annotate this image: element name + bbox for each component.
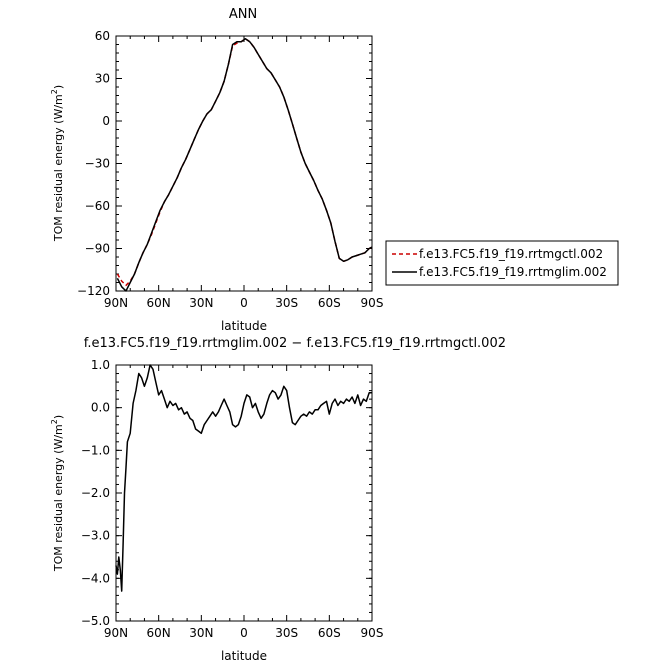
bottom-panel: f.e13.FC5.f19_f19.rrtmglim.002 − f.e13.F…: [50, 336, 506, 663]
bottom-y-axis-label: TOM residual energy (W/m2): [50, 415, 65, 572]
legend: f.e13.FC5.f19_f19.rrtmgctl.002 f.e13.FC5…: [385, 240, 619, 286]
legend-label-ctl: f.e13.FC5.f19_f19.rrtmgctl.002: [419, 247, 603, 261]
x-tick-label: 30S: [275, 626, 298, 640]
x-tick-label: 0: [240, 296, 248, 310]
x-tick-label: 0: [240, 626, 248, 640]
top-panel: ANN 90N 60N 30N 0 30S 60S 90S −120 −90 −60 −30 0 30…: [50, 7, 383, 333]
y-tick-label: −1.0: [81, 443, 110, 457]
y-tick-label: −120: [77, 284, 110, 298]
y-tick-label: −5.0: [81, 614, 110, 628]
x-tick-label: 60S: [318, 296, 341, 310]
legend-label-lim: f.e13.FC5.f19_f19.rrtmglim.002: [419, 265, 607, 279]
bottom-x-ticks: 90N 60N 30N 0 30S 60S 90S: [104, 365, 384, 640]
bottom-series: [115, 364, 372, 592]
legend-box: [385, 240, 619, 286]
x-tick-label: 30S: [275, 296, 298, 310]
y-tick-label: 60: [95, 29, 110, 43]
y-tick-label: 30: [95, 72, 110, 86]
top-x-ticks: 90N 60N 30N 0 30S 60S 90S: [104, 36, 384, 310]
top-x-axis-label: latitude: [221, 319, 267, 333]
y-tick-label: −2.0: [81, 486, 110, 500]
y-tick-label: 0: [102, 114, 110, 128]
bottom-y-ticks: −5.0 −4.0 −3.0 −2.0 −1.0 0.0 1.0: [81, 358, 372, 628]
y-tick-label: −3.0: [81, 529, 110, 543]
top-y-axis-label: TOM residual energy (W/m2): [50, 85, 65, 242]
x-tick-label: 90S: [361, 296, 384, 310]
x-tick-label: 90N: [104, 626, 128, 640]
top-panel-title: ANN: [229, 7, 257, 22]
x-tick-label: 30N: [189, 296, 213, 310]
top-series: [116, 38, 373, 292]
top-y-ticks: −120 −90 −60 −30 0 30 60: [77, 29, 372, 298]
y-tick-label: 1.0: [91, 358, 110, 372]
y-tick-label: −30: [85, 157, 110, 171]
y-tick-label: −60: [85, 199, 110, 213]
series-line-1-0: [115, 364, 372, 592]
x-tick-label: 60S: [318, 626, 341, 640]
x-tick-label: 90S: [361, 626, 384, 640]
x-tick-label: 30N: [189, 626, 213, 640]
x-tick-label: 90N: [104, 296, 128, 310]
x-tick-label: 60N: [147, 626, 171, 640]
y-tick-label: −4.0: [81, 571, 110, 585]
y-tick-label: −90: [85, 242, 110, 256]
bottom-x-axis-label: latitude: [221, 649, 267, 663]
series-line-0-1: [116, 38, 373, 292]
y-tick-label: 0.0: [91, 401, 110, 415]
bottom-panel-title: f.e13.FC5.f19_f19.rrtmglim.002 − f.e13.F…: [84, 336, 506, 351]
x-tick-label: 60N: [147, 296, 171, 310]
